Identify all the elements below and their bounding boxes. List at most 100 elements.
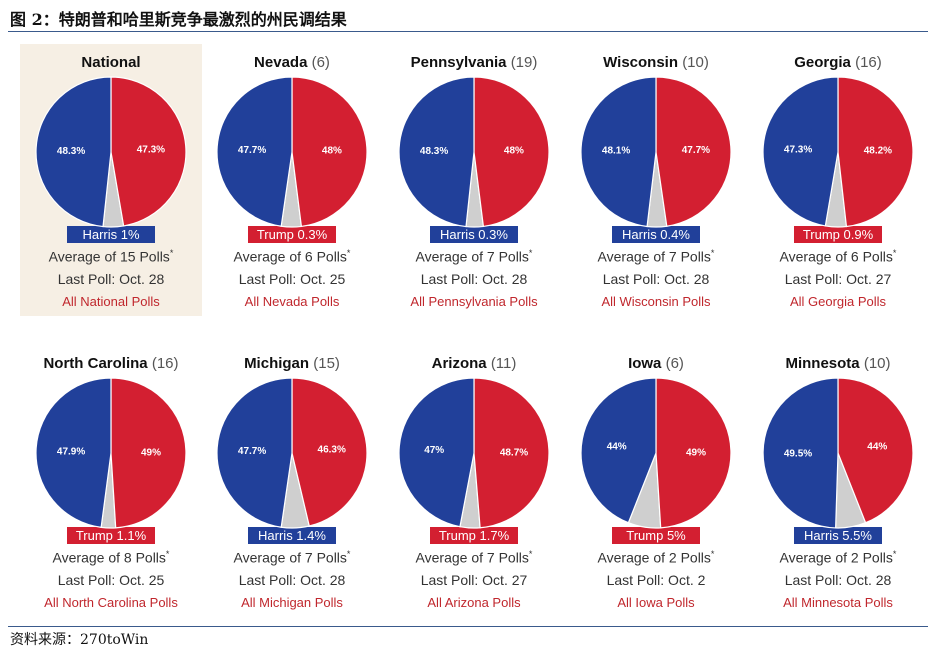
trump-pct-label: 48%	[322, 146, 342, 157]
footnote-mark: *	[169, 248, 174, 258]
pie-chart: 47% 48.7%	[398, 377, 550, 529]
poll-average-text: Average of 15 Polls	[48, 248, 170, 265]
state-name: Arizona	[431, 355, 487, 372]
last-poll: Last Poll: Oct. 2	[606, 572, 706, 588]
harris-slice	[216, 76, 293, 227]
harris-slice	[35, 76, 112, 228]
pie-chart: 48.3% 48%	[398, 76, 550, 228]
all-polls-link[interactable]: All National Polls	[62, 294, 160, 309]
trump-pct-label: 48%	[504, 146, 524, 157]
electoral-votes: (16)	[855, 54, 882, 71]
poll-average: Average of 7 Polls*	[565, 248, 747, 265]
harris-pct-label: 47.9%	[57, 446, 85, 457]
harris-pct-label: 48.1%	[602, 146, 630, 157]
all-polls-link[interactable]: All Georgia Polls	[789, 294, 887, 309]
last-poll: Last Poll: Oct. 25	[57, 572, 165, 588]
all-polls-link[interactable]: All Michigan Polls	[241, 595, 343, 610]
state-title: Pennsylvania (19)	[383, 54, 565, 71]
harris-pct-label: 44%	[607, 442, 627, 453]
trump-slice	[473, 76, 550, 228]
poll-average: Average of 7 Polls*	[383, 549, 565, 566]
state-name: Georgia	[794, 54, 851, 71]
all-polls-link[interactable]: All North Carolina Polls	[44, 595, 178, 610]
last-poll: Last Poll: Oct. 28	[420, 271, 528, 287]
trump-slice	[110, 76, 187, 227]
last-poll: Last Poll: Oct. 27	[420, 572, 528, 588]
poll-average: Average of 8 Polls*	[20, 549, 202, 566]
harris-slice	[398, 377, 475, 528]
margin-badge: Harris 1.4%	[248, 527, 336, 544]
poll-average: Average of 7 Polls*	[201, 549, 383, 566]
trump-pct-label: 46.3%	[318, 444, 346, 455]
margin-badge: Trump 0.3%	[248, 226, 336, 243]
footnote-mark: *	[528, 549, 533, 559]
footnote-mark: *	[346, 248, 351, 258]
poll-panel: Wisconsin (10) Harris 0.4% Average of 7 Po…	[565, 44, 747, 316]
harris-pct-label: 49.5%	[784, 448, 812, 459]
figure-title: 图 2：特朗普和哈里斯竞争最激烈的州民调结果	[10, 10, 347, 29]
pie-chart: 44% 49%	[580, 377, 732, 529]
electoral-votes: (10)	[682, 54, 709, 71]
harris-pct-label: 48.3%	[57, 146, 85, 157]
trump-pct-label: 47.7%	[682, 145, 710, 156]
last-poll: Last Poll: Oct. 28	[238, 572, 346, 588]
pie-chart: 47.9% 49%	[35, 377, 187, 529]
state-name: National	[81, 54, 141, 71]
electoral-votes: (19)	[510, 54, 538, 71]
margin-badge: Harris 5.5%	[794, 527, 882, 544]
poll-average: Average of 6 Polls*	[747, 248, 929, 265]
top-rule	[8, 31, 928, 32]
electoral-votes: (10)	[863, 355, 891, 372]
state-name: Michigan	[244, 355, 310, 372]
poll-panel: North Carolina (16) Trump 1.1% Average of …	[20, 345, 202, 617]
state-title: Iowa (6)	[565, 355, 747, 372]
electoral-votes: (11)	[490, 355, 517, 372]
harris-pct-label: 47.7%	[238, 145, 266, 156]
margin-badge: Trump 1.1%	[67, 527, 155, 544]
poll-average-text: Average of 2 Polls	[779, 549, 893, 566]
poll-average-text: Average of 2 Polls	[597, 549, 711, 566]
last-poll: Last Poll: Oct. 28	[57, 271, 165, 287]
pie-chart: 47.7% 46.3%	[216, 377, 368, 529]
footnote-mark: *	[892, 549, 897, 559]
poll-panel: Georgia (16) Trump 0.9% Average of 6 Polls…	[747, 44, 929, 316]
poll-average-text: Average of 7 Polls	[415, 248, 529, 265]
harris-pct-label: 48.3%	[420, 146, 448, 157]
poll-average: Average of 6 Polls*	[201, 248, 383, 265]
state-title: National	[20, 54, 202, 71]
state-name: Iowa	[628, 355, 662, 372]
trump-pct-label: 48.7%	[500, 447, 528, 458]
poll-panel: Pennsylvania (19) Harris 0.3% Average of 7…	[383, 44, 565, 316]
state-title: Wisconsin (10)	[565, 54, 747, 71]
poll-panel: Michigan (15) Harris 1.4% Average of 7 Pol…	[201, 345, 383, 617]
pie-chart: 47.7% 48%	[216, 76, 368, 228]
margin-badge: Harris 1%	[67, 226, 155, 243]
all-polls-link[interactable]: All Arizona Polls	[427, 595, 521, 610]
all-polls-link[interactable]: All Minnesota Polls	[783, 595, 893, 610]
harris-slice	[398, 76, 475, 228]
all-polls-link[interactable]: All Iowa Polls	[617, 595, 695, 610]
margin-badge: Trump 5%	[612, 527, 700, 544]
state-title: Georgia (16)	[747, 54, 929, 71]
trump-slice	[291, 76, 368, 228]
footnote-mark: *	[710, 549, 715, 559]
state-title: Nevada (6)	[201, 54, 383, 71]
state-name: Wisconsin	[603, 54, 679, 71]
trump-pct-label: 44%	[867, 442, 887, 453]
poll-average-text: Average of 6 Polls	[779, 248, 893, 265]
state-name: Nevada	[254, 54, 308, 71]
poll-average: Average of 2 Polls*	[747, 549, 929, 566]
poll-average-text: Average of 7 Polls	[597, 248, 711, 265]
trump-pct-label: 48.2%	[864, 146, 892, 157]
harris-slice	[580, 377, 657, 524]
all-polls-link[interactable]: All Wisconsin Polls	[601, 294, 711, 309]
trump-slice	[291, 377, 368, 527]
footnote-mark: *	[528, 248, 533, 258]
harris-pct-label: 47.3%	[784, 145, 812, 156]
all-polls-link[interactable]: All Pennsylvania Polls	[410, 294, 538, 309]
footnote-mark: *	[710, 248, 715, 258]
pie-chart: 48.1% 47.7%	[580, 76, 732, 228]
all-polls-link[interactable]: All Nevada Polls	[244, 294, 340, 309]
harris-slice	[762, 377, 839, 529]
trump-slice	[473, 377, 550, 529]
